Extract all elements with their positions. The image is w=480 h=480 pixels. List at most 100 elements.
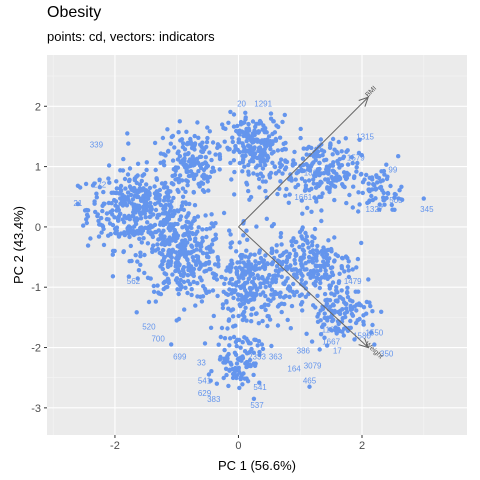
data-point <box>81 223 86 228</box>
data-point <box>324 255 329 260</box>
data-point <box>185 183 190 188</box>
data-point <box>218 334 223 340</box>
data-point <box>244 264 249 269</box>
data-point <box>271 296 276 301</box>
data-point <box>204 227 209 232</box>
data-point <box>302 188 308 193</box>
data-point <box>137 236 142 241</box>
data-point <box>234 128 239 134</box>
data-point <box>310 243 315 248</box>
data-point <box>240 317 245 323</box>
data-point <box>293 239 298 245</box>
x-tick-label: -2 <box>110 440 120 452</box>
data-point <box>127 166 133 171</box>
data-point <box>192 133 197 139</box>
data-point <box>193 303 198 308</box>
data-point <box>355 256 361 262</box>
data-point <box>94 191 99 196</box>
data-point <box>226 120 231 126</box>
data-point <box>245 338 250 344</box>
data-point <box>321 259 326 264</box>
data-point <box>370 322 375 328</box>
data-point <box>153 248 158 253</box>
data-point <box>282 146 287 152</box>
data-point <box>345 285 350 290</box>
data-point <box>75 183 81 188</box>
data-point <box>177 119 182 124</box>
data-point <box>210 238 216 243</box>
data-point <box>184 201 189 207</box>
point-label: 345 <box>420 205 434 214</box>
data-point <box>248 287 253 292</box>
data-point <box>396 196 401 201</box>
data-point <box>199 299 205 304</box>
data-point <box>344 306 349 311</box>
data-point <box>183 189 188 194</box>
data-point <box>189 272 194 277</box>
data-point <box>172 228 177 234</box>
data-point <box>254 311 259 316</box>
data-point <box>310 239 315 245</box>
data-point <box>139 231 144 236</box>
point-label: 20 <box>237 99 246 108</box>
data-point <box>332 184 338 189</box>
data-point <box>274 243 279 248</box>
data-point <box>235 147 240 153</box>
data-point <box>200 161 205 167</box>
data-point <box>293 185 298 190</box>
data-point <box>348 305 354 310</box>
data-point <box>262 130 267 135</box>
data-point <box>337 165 342 170</box>
data-point <box>136 268 142 273</box>
data-point <box>256 176 262 182</box>
data-point <box>341 170 347 175</box>
data-point <box>140 204 146 210</box>
data-point <box>238 122 244 127</box>
data-point <box>153 167 158 173</box>
data-point <box>230 314 236 319</box>
data-point <box>282 112 287 118</box>
data-point <box>300 300 305 305</box>
point-label: 272 <box>93 181 107 190</box>
data-point <box>299 277 304 283</box>
data-point <box>356 150 362 156</box>
major-gridlines <box>47 55 467 435</box>
data-point <box>132 224 137 229</box>
data-point <box>252 283 258 288</box>
data-point <box>256 321 261 326</box>
point-label: 1479 <box>344 277 362 286</box>
data-point <box>373 186 378 192</box>
data-point <box>314 269 320 274</box>
data-point <box>339 264 344 269</box>
data-point <box>265 323 270 329</box>
data-point <box>177 269 182 275</box>
data-point <box>222 336 228 341</box>
data-point <box>261 147 266 153</box>
data-point <box>367 198 372 203</box>
point-label: 465 <box>303 377 317 386</box>
data-point <box>331 160 336 165</box>
data-point <box>161 239 167 244</box>
data-point <box>279 309 284 315</box>
data-point <box>172 221 178 227</box>
data-point <box>258 284 263 290</box>
data-point <box>145 220 150 225</box>
data-point <box>162 234 167 239</box>
data-point <box>211 169 217 174</box>
data-point <box>232 192 237 197</box>
data-point <box>289 303 295 309</box>
data-point <box>221 375 226 381</box>
data-point <box>294 272 299 277</box>
data-point <box>343 314 348 320</box>
data-point <box>377 207 382 212</box>
data-point <box>313 255 319 261</box>
data-point <box>184 168 189 173</box>
data-point <box>138 225 143 231</box>
point-label: 17 <box>333 347 342 356</box>
data-point <box>271 222 276 227</box>
data-point <box>143 192 148 198</box>
data-point <box>306 254 312 260</box>
data-point <box>145 241 151 246</box>
data-point <box>232 169 237 175</box>
data-point <box>327 298 333 303</box>
